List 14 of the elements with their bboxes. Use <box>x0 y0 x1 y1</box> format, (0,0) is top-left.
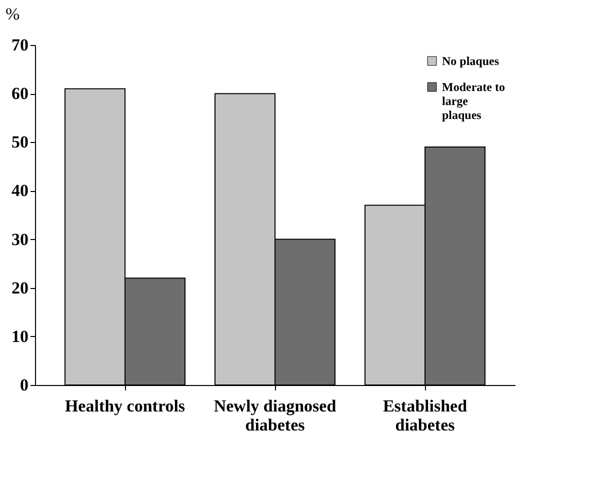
legend-label: No plaques <box>442 54 500 68</box>
y-tick-label: 30 <box>12 230 28 249</box>
y-tick-label: 40 <box>12 181 28 200</box>
x-tick-label: Healthy controls <box>64 396 186 416</box>
y-tick-label: 10 <box>12 326 28 346</box>
x-tick-label: Newly diagnosed diabetes <box>214 396 337 434</box>
y-tick-label: 70 <box>12 36 28 54</box>
y-tick-label: 20 <box>12 278 28 298</box>
legend-label: Moderate to large plaques <box>442 80 505 122</box>
y-tick-label: 0 <box>20 376 28 394</box>
y-tick-label: 60 <box>12 84 28 104</box>
y-tick-label: 50 <box>12 132 28 152</box>
x-tick-label: Established diabetes <box>382 396 468 434</box>
y-axis-title: % <box>6 4 20 24</box>
